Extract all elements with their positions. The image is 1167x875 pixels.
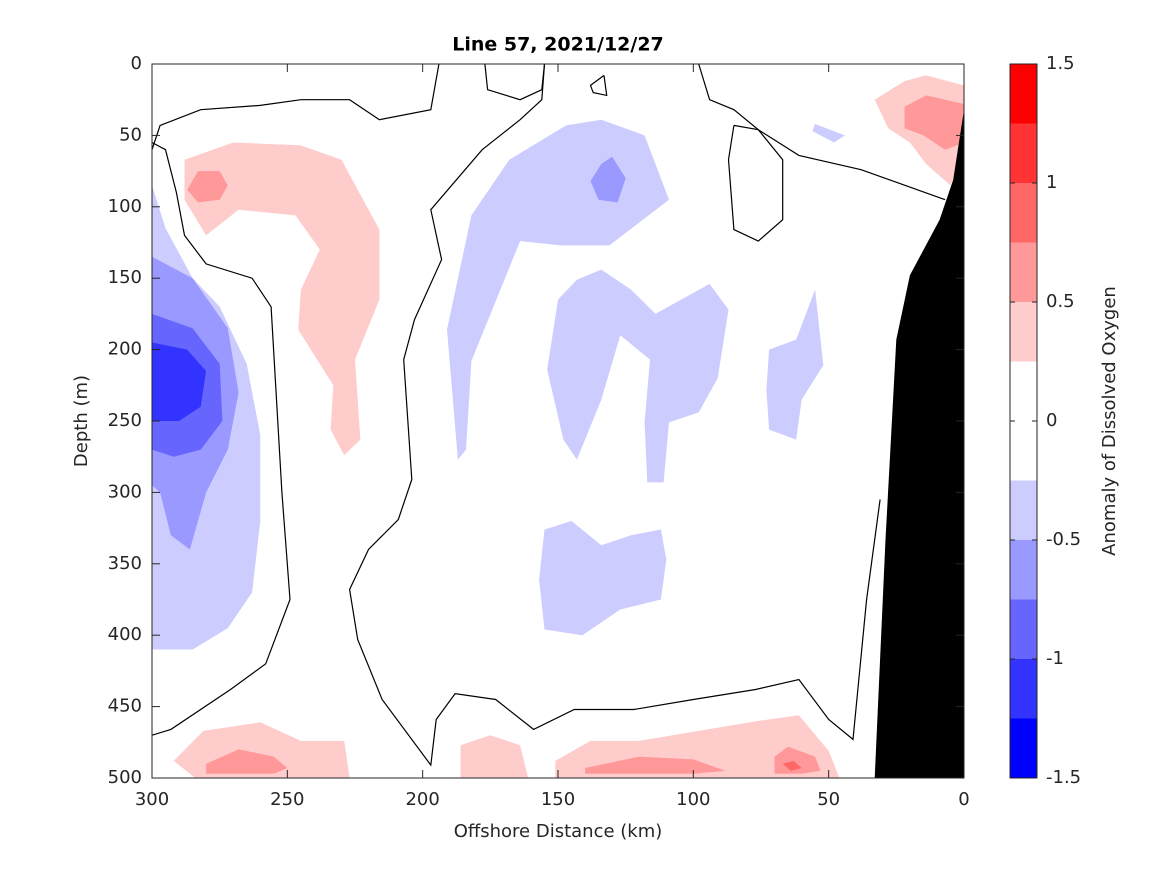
x-tick-label: 300 xyxy=(135,789,169,810)
contour-region xyxy=(206,749,288,774)
contour-region xyxy=(539,521,667,636)
colorbar-band xyxy=(1010,361,1037,421)
colorbar-tick-label: 0.5 xyxy=(1046,291,1075,312)
colorbar-band xyxy=(1010,183,1037,243)
contour-line xyxy=(589,74,608,97)
colorbar-tick-label: 0 xyxy=(1046,410,1057,431)
y-tick-label: 450 xyxy=(108,696,142,717)
colorbar-band xyxy=(1010,421,1037,481)
x-tick-label: 200 xyxy=(405,789,439,810)
contour-region xyxy=(187,171,228,203)
contour-region xyxy=(812,124,845,143)
y-tick-label: 500 xyxy=(108,767,142,788)
y-tick-label: 50 xyxy=(119,124,142,145)
colorbar-band xyxy=(1010,64,1037,124)
colorbar-band xyxy=(1010,302,1037,362)
colorbar-tick-label: -1 xyxy=(1046,648,1064,669)
y-tick-label: 350 xyxy=(108,553,142,574)
colorbar-tick-label: 1 xyxy=(1046,172,1057,193)
contour-region xyxy=(152,342,207,421)
contour-line xyxy=(348,64,881,767)
contour-region xyxy=(585,756,726,774)
x-axis-label: Offshore Distance (km) xyxy=(454,821,663,842)
contour-region xyxy=(782,760,802,771)
land-mask xyxy=(874,109,964,778)
y-axis-label: Depth (m) xyxy=(71,375,92,467)
colorbar-tick-label: 1.5 xyxy=(1046,53,1075,74)
y-tick-label: 100 xyxy=(108,196,142,217)
y-tick-label: 0 xyxy=(131,53,142,74)
y-tick-label: 200 xyxy=(108,339,142,360)
colorbar-label: Anomaly of Dissolved Oxygen xyxy=(1099,286,1120,556)
colorbar-band xyxy=(1010,659,1037,719)
contour-region xyxy=(447,119,669,460)
contour-region xyxy=(590,156,626,203)
colorbar-band xyxy=(1010,540,1037,600)
colorbar-band xyxy=(1010,242,1037,302)
x-tick-label: 50 xyxy=(817,789,840,810)
colorbar-band xyxy=(1010,718,1037,778)
contour-region xyxy=(184,142,380,456)
y-tick-label: 400 xyxy=(108,624,142,645)
x-tick-label: 0 xyxy=(958,789,969,810)
contour-region xyxy=(904,95,964,150)
contour-line xyxy=(152,64,440,150)
plot xyxy=(152,64,964,778)
contour-region xyxy=(460,735,529,778)
y-tick-label: 300 xyxy=(108,481,142,502)
contour-line xyxy=(727,124,784,242)
y-tick-label: 250 xyxy=(108,410,142,431)
x-tick-label: 250 xyxy=(270,789,304,810)
contour-region xyxy=(547,269,729,483)
contour-region xyxy=(774,746,821,774)
colorbar-tick-label: -1.5 xyxy=(1046,767,1081,788)
contour-line xyxy=(152,141,291,736)
x-tick-label: 150 xyxy=(541,789,575,810)
y-tick-label: 150 xyxy=(108,267,142,288)
x-tick-label: 100 xyxy=(676,789,710,810)
colorbar-band xyxy=(1010,123,1037,183)
colorbar-tick-label: -0.5 xyxy=(1046,529,1081,550)
contour-region xyxy=(766,289,824,440)
colorbar-band xyxy=(1010,480,1037,540)
chart-title: Line 57, 2021/12/27 xyxy=(452,34,664,56)
colorbar-band xyxy=(1010,599,1037,659)
